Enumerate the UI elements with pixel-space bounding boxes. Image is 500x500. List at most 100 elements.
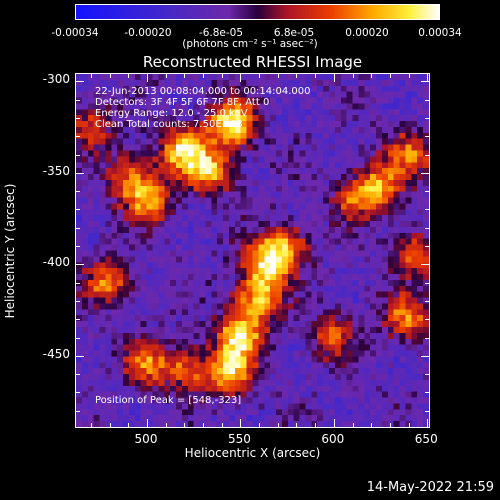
colorbar-tick-label: 0.00034 [418,27,462,39]
tick-mark [76,246,80,247]
tick-mark [421,355,429,357]
tick-mark [76,392,80,394]
tick-mark [76,319,80,321]
tick-mark [76,99,80,101]
tick-mark [425,392,429,394]
tick-mark [76,374,80,376]
tick-mark [352,423,354,427]
tick-mark [76,300,80,302]
tick-mark [389,74,391,78]
tick-mark [76,117,80,119]
tick-mark [425,117,429,119]
tick-mark [76,355,84,357]
tick-mark [425,410,429,412]
tick-mark [425,191,429,193]
x-axis-label: Heliocentric X (arcsec) [184,446,321,460]
x-tick-label: 650 [414,432,438,446]
tick-mark [259,423,261,427]
tick-mark [277,74,279,78]
tick-mark [425,282,429,284]
tick-mark [427,419,429,427]
y-axis-label: Heliocentric Y (arcsec) [3,183,17,319]
tick-mark [76,81,84,83]
colorbar-tick-label: -0.00034 [51,27,99,39]
tick-mark [259,74,261,78]
tick-mark [425,300,429,302]
tick-mark [427,74,429,82]
tick-mark [425,227,429,229]
tick-mark [389,423,391,427]
tick-mark [184,423,186,427]
tick-mark [128,423,130,427]
annotation-time-range: 22-Jun-2013 00:08:04.000 to 00:14:04.000 [95,86,311,97]
y-tick-label: -400 [42,255,70,270]
tick-mark [221,423,223,427]
colorbar-tick-label: -0.00020 [124,27,172,39]
tick-mark [165,74,167,78]
tick-mark [184,74,186,78]
tick-mark [76,227,80,229]
tick-mark [425,136,429,138]
y-tick-label: -350 [42,163,70,178]
heatmap-image [76,74,429,427]
tick-mark [76,209,80,211]
annotation-peak-position: Position of Peak = [548,-323] [95,395,242,406]
tick-mark [203,423,205,427]
tick-mark [109,74,111,78]
tick-mark [421,172,429,174]
tick-mark [76,136,80,138]
y-tick-label: -300 [42,72,70,87]
tick-mark [371,74,373,78]
annotation-clean-counts: Clean Total counts: 7.50E+03 [95,119,243,130]
tick-mark [277,423,279,427]
tick-mark [76,282,80,284]
tick-mark [333,74,335,82]
tick-mark [76,410,80,412]
chart-title: Reconstructed RHESSI Image [142,53,363,71]
tick-mark [76,191,80,193]
tick-mark [296,74,298,78]
tick-mark [165,423,167,427]
tick-mark [352,74,354,78]
tick-mark [425,319,429,321]
tick-mark [90,423,92,427]
x-tick-label: 550 [227,432,251,446]
tick-mark [76,264,84,266]
tick-mark [128,74,130,78]
annotation-energy-range: Energy Range: 12.0 - 25.0 keV [95,108,248,119]
footer-timestamp: 14-May-2022 21:59 [366,480,494,495]
tick-mark [76,337,80,339]
tick-mark [90,74,92,78]
colorbar-tick-label: 0.00020 [345,27,389,39]
tick-mark [221,74,223,78]
tick-mark [240,74,242,82]
tick-mark [408,423,410,427]
tick-mark [371,423,373,427]
y-tick-label: -450 [42,346,70,361]
tick-mark [76,172,84,174]
tick-mark [425,337,429,339]
colorbar [75,4,440,20]
tick-mark [425,99,429,101]
tick-mark [315,423,317,427]
tick-mark [421,264,429,266]
tick-mark [240,419,242,427]
plot-area: 22-Jun-2013 00:08:04.000 to 00:14:04.000… [75,73,430,428]
tick-mark [425,154,429,156]
colorbar-units-label: (photons cm⁻² s⁻¹ asec⁻²) [182,38,318,50]
tick-mark [296,423,298,427]
colorbar-tick-label: -6.8e-05 [198,27,244,39]
tick-mark [408,74,410,78]
tick-mark [109,423,111,427]
tick-mark [425,374,429,376]
annotation-detectors: Detectors: 3F 4F 5F 6F 7F 8F, Att 0 [95,97,270,108]
tick-mark [147,419,148,427]
tick-mark [203,74,205,78]
tick-mark [421,81,429,83]
tick-mark [315,74,317,78]
x-tick-label: 600 [321,432,345,446]
tick-mark [147,74,148,82]
tick-mark [425,209,429,211]
tick-mark [425,246,429,247]
tick-mark [333,419,335,427]
